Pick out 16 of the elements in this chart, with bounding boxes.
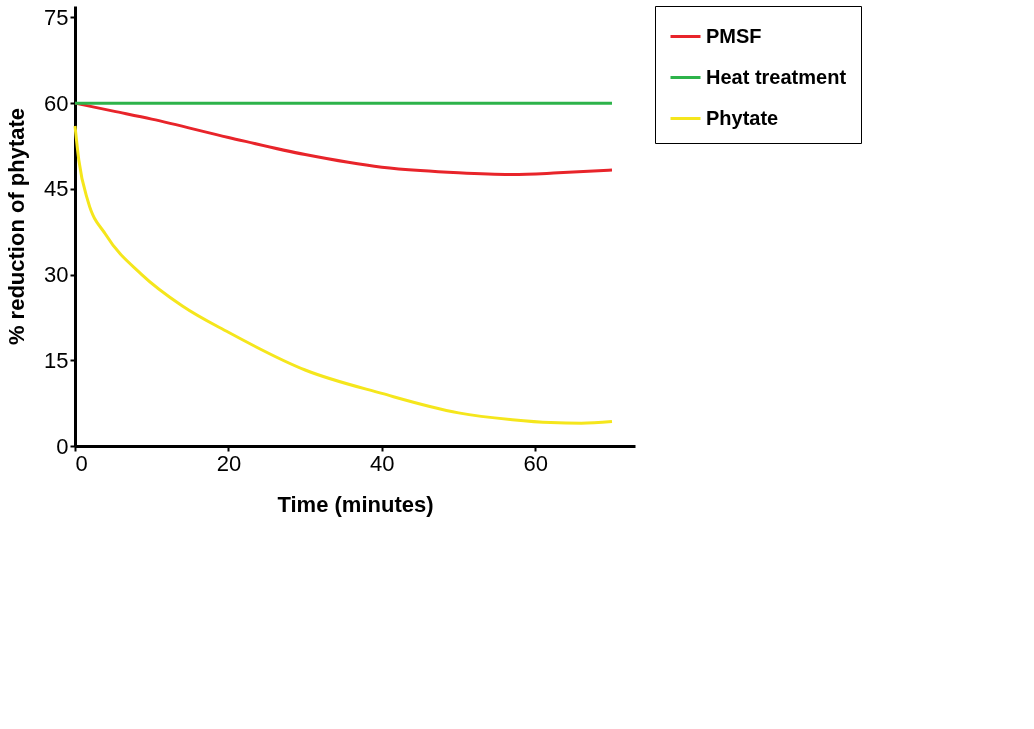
y-tick-label: 45 [44,176,69,202]
legend-label: PMSF [706,24,762,47]
y-tick-label: 30 [44,262,69,288]
y-axis-title: % reduction of phytate [4,107,30,346]
x-tick-label: 60 [523,450,549,476]
y-tick-label: 15 [44,347,69,373]
y-tick-label: 0 [56,433,69,459]
legend-label: Heat treatment [706,65,847,88]
legend-label: Phytate [706,106,779,129]
x-tick-label: 0 [75,450,88,476]
y-tick-label: 60 [44,90,69,116]
x-tick-label: 40 [370,450,395,476]
x-axis-title: Time (minutes) [277,491,434,517]
line-series [73,124,614,425]
x-tick-label: 20 [216,450,242,476]
y-tick-label: 75 [44,4,69,30]
